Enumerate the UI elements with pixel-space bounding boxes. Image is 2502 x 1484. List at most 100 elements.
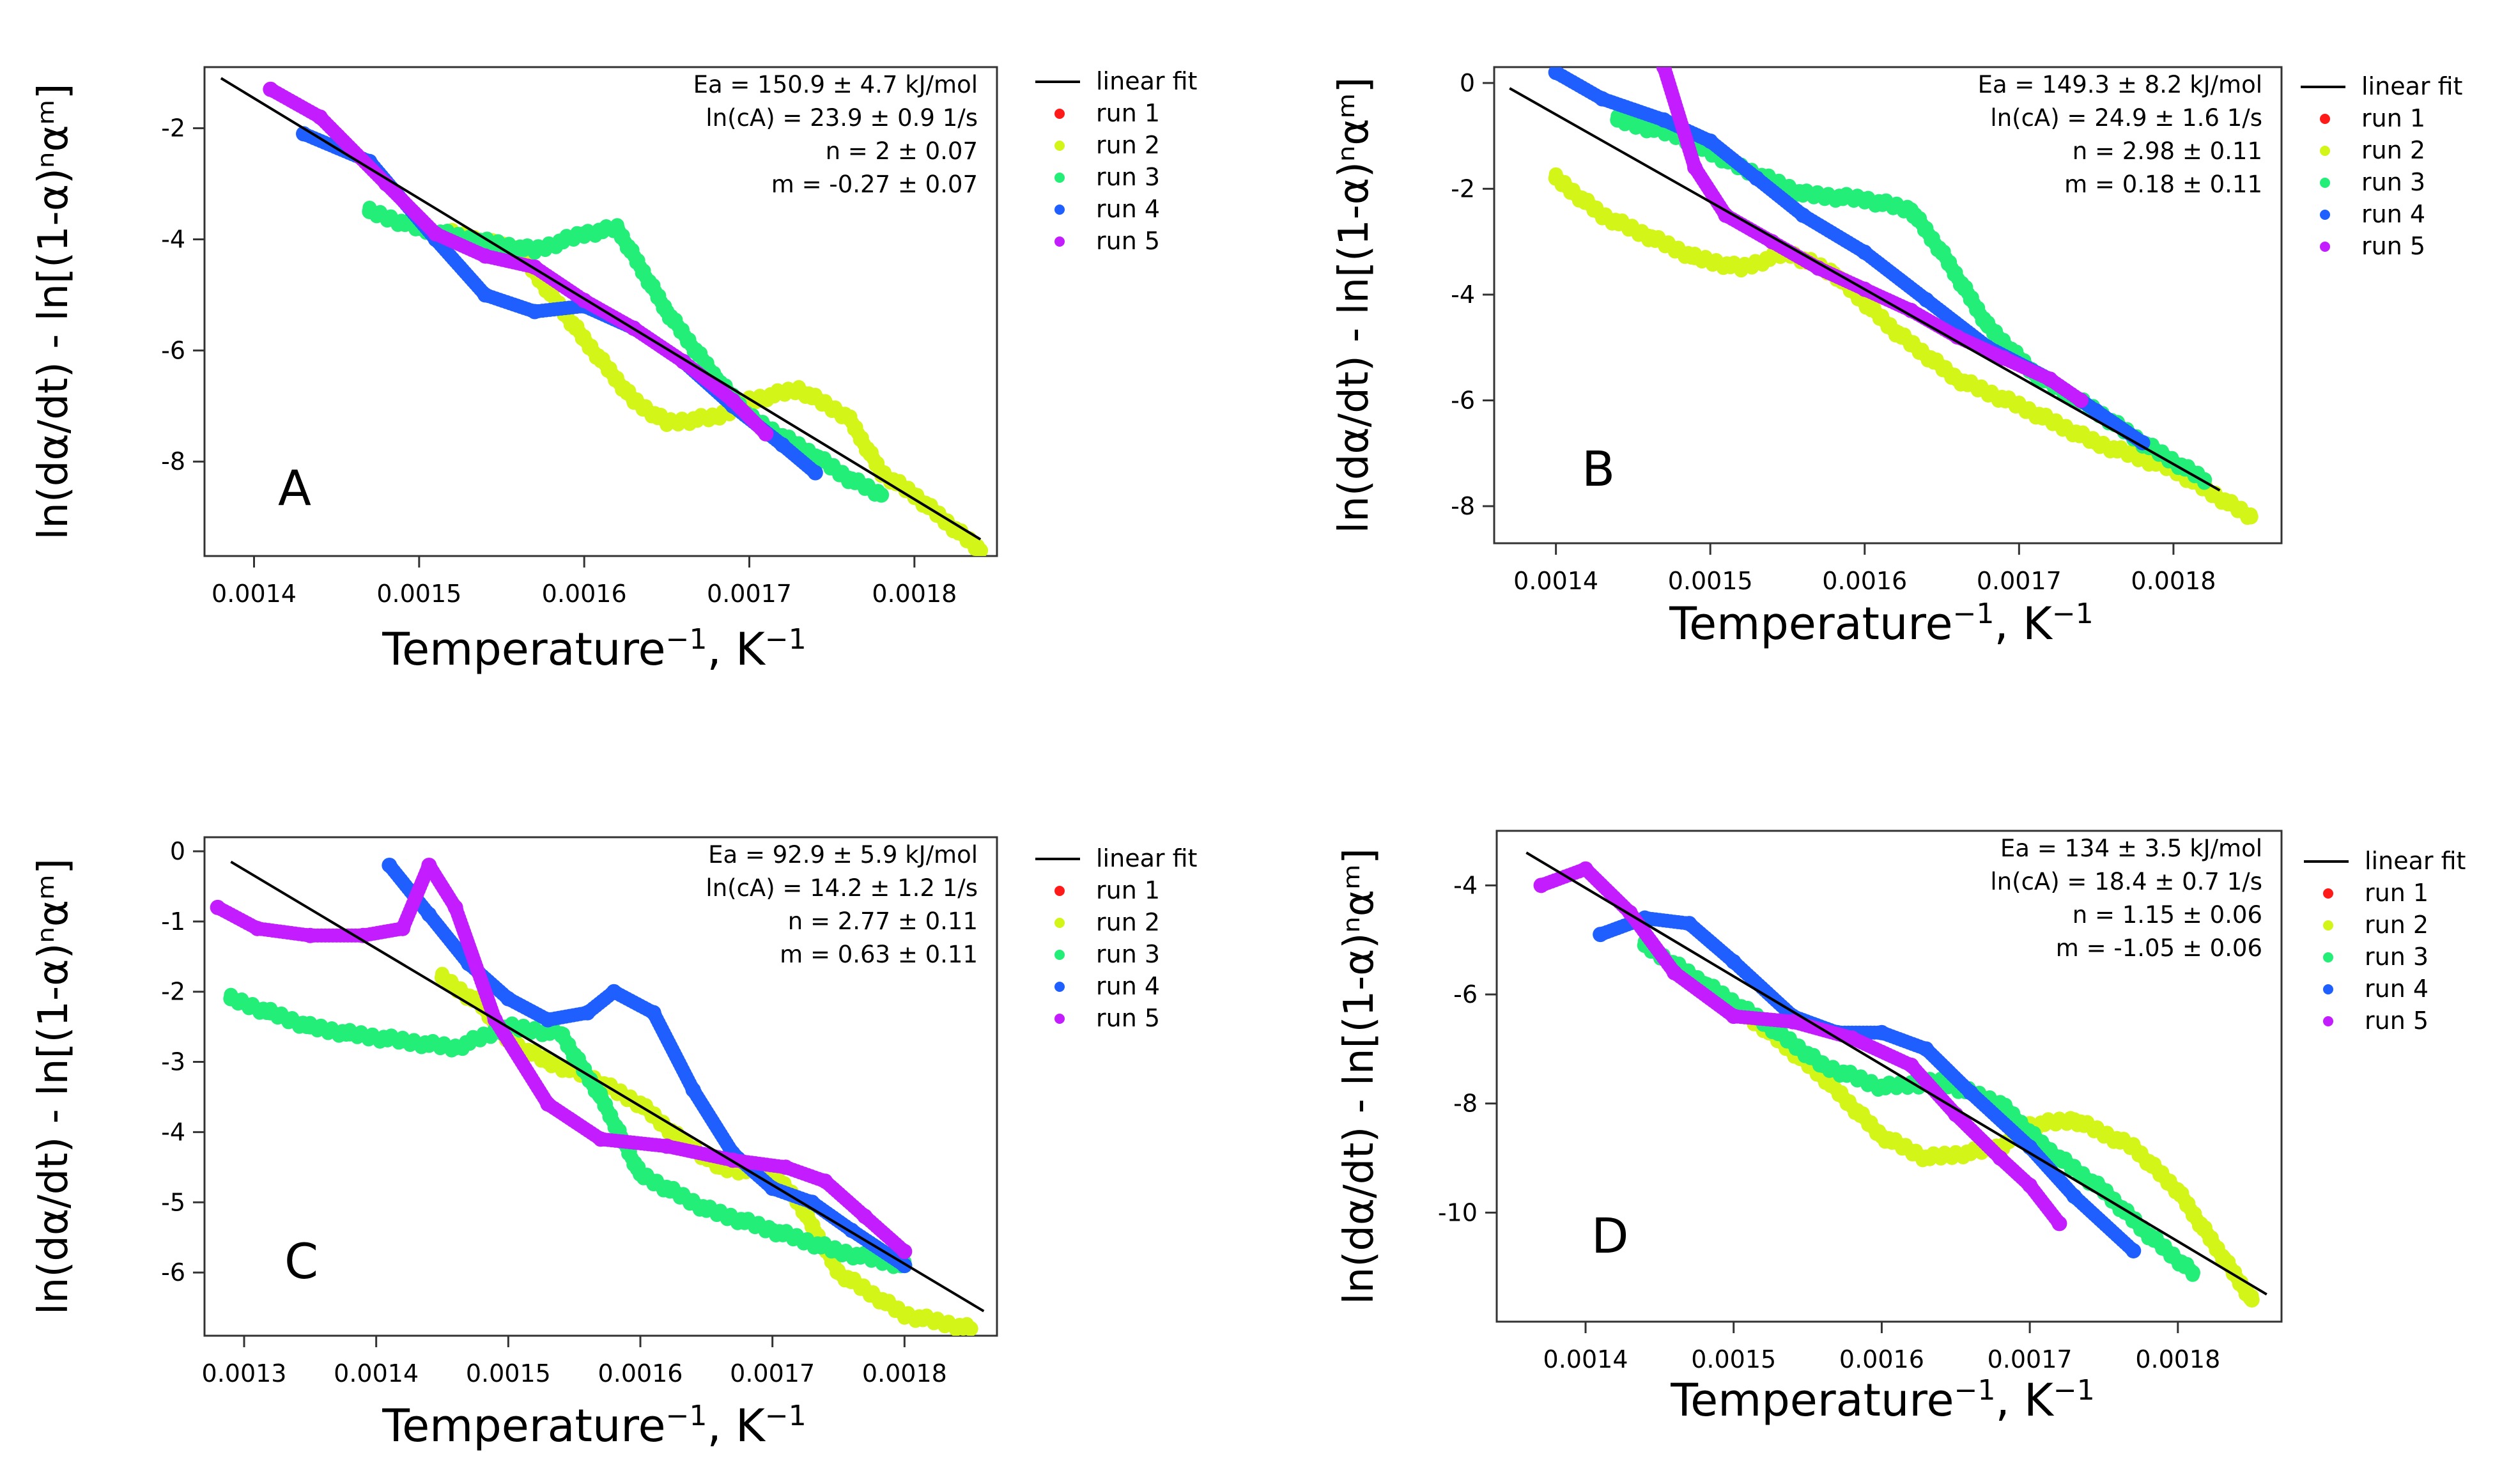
data-point	[2140, 1226, 2156, 1242]
data-point	[1726, 1009, 1741, 1024]
data-point	[500, 991, 516, 1007]
data-point	[1667, 964, 1683, 980]
data-point	[1641, 228, 1656, 244]
x-tick-label: 0.0015	[1668, 567, 1753, 595]
data-point	[395, 1033, 410, 1049]
data-point	[447, 1040, 463, 1056]
data-point	[1857, 191, 1873, 207]
data-point	[447, 899, 463, 915]
y-tick-label: -6	[1453, 980, 1478, 1009]
legend-label: run 3	[2365, 943, 2429, 971]
plot-area	[210, 857, 985, 1336]
data-point	[807, 465, 823, 481]
x-axis-label-unit-exp: −1	[765, 1400, 807, 1432]
data-point	[421, 857, 437, 873]
x-tick-label: 0.0015	[1691, 1345, 1776, 1373]
data-point	[1548, 170, 1564, 186]
data-point	[1681, 916, 1697, 932]
y-tick-label: -4	[161, 1118, 185, 1146]
plot-area	[220, 77, 989, 556]
annotation-text: ln(cA) = 24.9 ± 1.6 1/s	[1990, 104, 2262, 132]
x-axis-label-exp: −1	[1954, 1374, 1996, 1407]
data-point	[1963, 1145, 1979, 1161]
data-point	[421, 906, 437, 922]
data-point	[2022, 1177, 2038, 1193]
x-tick-label: 0.0017	[1988, 1345, 2073, 1373]
x-tick-label: 0.0017	[1977, 567, 2062, 595]
data-point	[1548, 67, 1564, 81]
data-point	[527, 304, 543, 320]
data-point	[593, 1131, 608, 1147]
x-axis-label: Temperature−1, K−1	[382, 1400, 807, 1453]
data-point	[2011, 398, 2027, 414]
data-point	[312, 109, 328, 125]
data-point	[540, 1096, 556, 1112]
data-point	[708, 409, 724, 425]
data-point	[302, 1019, 318, 1035]
annotation-text: Ea = 92.9 ± 5.9 kJ/mol	[708, 841, 978, 869]
legend-marker	[1054, 141, 1065, 151]
data-point	[659, 304, 675, 320]
legend-marker	[1054, 1014, 1065, 1024]
data-point	[1785, 1014, 1801, 1030]
chart-panel-c: 0.0013 0.0014 0.0015 0.0016 0.0017 0.0018 0 -1 -…	[30, 836, 1197, 1453]
x-axis-label-unit: , K	[1996, 1374, 2055, 1426]
data-point	[2051, 1216, 2067, 1232]
data-point	[764, 1223, 780, 1239]
x-tick-label: 0.0016	[1839, 1345, 1924, 1373]
data-point	[973, 543, 989, 556]
annotation-text: n = 2.98 ± 0.11	[2073, 137, 2262, 165]
x-axis-label-unit-exp: −1	[2052, 598, 2094, 630]
data-point	[382, 857, 398, 873]
y-tick-label: -5	[161, 1188, 185, 1216]
data-point	[906, 487, 922, 503]
data-point	[1874, 1128, 1890, 1144]
x-tick-label: 0.0014	[212, 580, 297, 608]
data-point	[1814, 1057, 1830, 1073]
annotation-text: m = -1.05 ± 0.06	[2056, 934, 2262, 962]
x-axis-label: Temperature−1, K−1	[1670, 1374, 2095, 1427]
data-point	[1703, 133, 1718, 149]
annotation-text: Ea = 134 ± 3.5 kJ/mol	[2000, 835, 2262, 862]
data-point	[659, 1138, 675, 1154]
data-point	[758, 426, 774, 442]
legend: linear fit run 1 run 2 run 3 run 4 run 5	[1035, 844, 1197, 1032]
legend-marker	[2320, 114, 2330, 124]
x-tick-label: 0.0018	[862, 1359, 947, 1387]
annotation-text: ln(cA) = 14.2 ± 1.2 1/s	[706, 874, 978, 902]
x-axis-label-unit: , K	[707, 623, 767, 676]
y-tick-label: -6	[161, 336, 185, 364]
data-point	[1533, 877, 1549, 893]
legend-label: run 5	[1096, 1004, 1160, 1032]
x-tick-label: 0.0014	[334, 1359, 419, 1387]
linear-fit-line	[1525, 851, 2267, 1296]
data-point	[580, 1005, 596, 1021]
series-run-5	[263, 81, 774, 442]
annotation-text: n = 2 ± 0.07	[826, 137, 978, 165]
y-tick-label: -4	[1451, 281, 1475, 309]
data-point	[395, 920, 410, 936]
legend: linear fit run 1 run 2 run 3 run 4 run 5	[1035, 67, 1197, 255]
y-tick-label: -6	[1451, 387, 1475, 415]
panel-letter: D	[1591, 1207, 1629, 1264]
data-point	[1992, 1150, 2008, 1166]
legend-label: run 4	[2361, 200, 2425, 228]
linear-fit-line	[230, 860, 985, 1313]
x-tick-label: 0.0018	[2135, 1345, 2220, 1373]
data-point	[831, 1265, 846, 1281]
annotation-text: n = 1.15 ± 0.06	[2073, 901, 2262, 929]
legend-marker	[1054, 886, 1065, 896]
x-axis-label-main: Temperature	[382, 1400, 665, 1452]
plot-area	[1525, 851, 2267, 1308]
x-axis-label: Temperature−1, K−1	[382, 623, 807, 676]
data-point	[1963, 1085, 1979, 1101]
legend-label: run 3	[1096, 163, 1160, 191]
data-point	[840, 409, 856, 425]
legend-marker	[2323, 1016, 2333, 1026]
legend-marker	[1054, 236, 1065, 247]
data-point	[778, 1159, 794, 1175]
data-point	[1918, 1041, 1934, 1057]
series-run-5	[1533, 861, 2067, 1232]
chart-panel-b: 0.0014 0.0015 0.0016 0.0017 0.0018 0 -2 -4 -6 -8 E…	[1331, 66, 2462, 650]
data-point	[576, 331, 592, 347]
